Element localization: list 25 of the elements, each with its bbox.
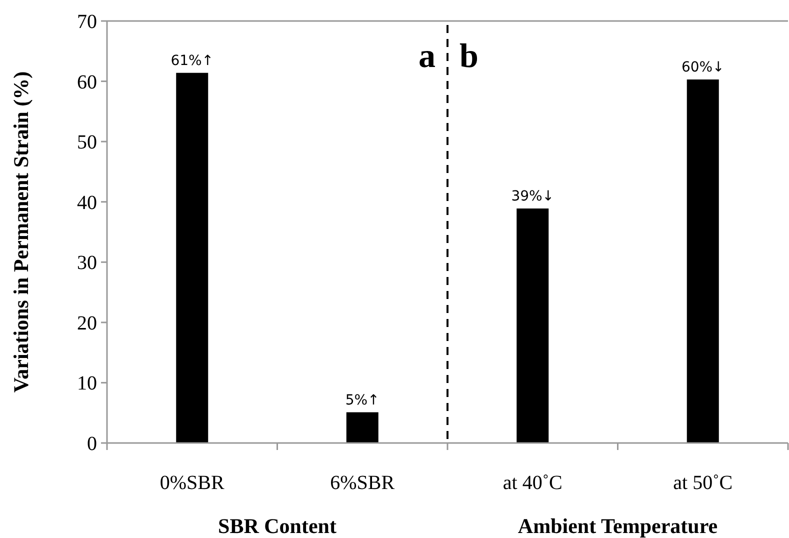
y-tick-label: 40 bbox=[77, 192, 97, 214]
x-tick-label: at 40˚C bbox=[502, 472, 562, 494]
x-tick-label: 0%SBR bbox=[160, 472, 226, 494]
y-tick-label: 50 bbox=[77, 132, 97, 154]
y-tick-label: 0 bbox=[87, 433, 97, 455]
bar bbox=[176, 72, 208, 443]
bar bbox=[346, 412, 378, 443]
data-label: 60%↓ bbox=[681, 59, 724, 76]
bar bbox=[686, 79, 719, 443]
data-label: 39%↓ bbox=[511, 188, 554, 204]
text: Ambient Temperature bbox=[518, 514, 718, 538]
bar bbox=[516, 208, 549, 443]
text: SBR Content bbox=[218, 514, 336, 538]
annotation: a bbox=[418, 38, 436, 75]
data-label: 5%↑ bbox=[345, 392, 380, 408]
data-label: 61%↑ bbox=[170, 52, 214, 69]
annotation: b bbox=[460, 38, 478, 75]
y-tick-label: 30 bbox=[77, 252, 97, 274]
y-tick-label: 60 bbox=[77, 71, 97, 94]
y-tick-label: 10 bbox=[77, 372, 97, 395]
y-tick-label: 70 bbox=[77, 11, 97, 33]
y-tick-label: 20 bbox=[77, 312, 97, 334]
y-axis-title: Variations in Permanent Strain (%) bbox=[9, 71, 33, 393]
x-tick-label: 6%SBR bbox=[330, 472, 396, 494]
x-tick-label: at 50˚C bbox=[673, 472, 733, 494]
